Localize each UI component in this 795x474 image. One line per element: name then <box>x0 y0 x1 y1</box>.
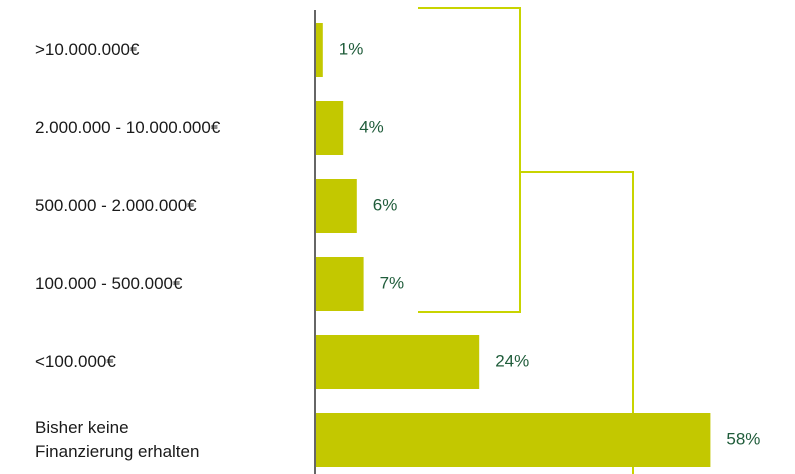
value-label: 4% <box>359 117 384 136</box>
value-label: 7% <box>380 273 405 292</box>
bar <box>316 257 364 311</box>
bar <box>316 23 323 77</box>
bar <box>316 335 480 389</box>
category-label: <100.000€ <box>35 352 116 371</box>
bar <box>316 413 711 467</box>
bar <box>316 179 357 233</box>
category-label: 100.000 - 500.000€ <box>35 274 183 293</box>
category-label: 2.000.000 - 10.000.000€ <box>35 118 221 137</box>
value-label: 1% <box>339 39 364 58</box>
value-label: 24% <box>495 351 529 370</box>
category-label: Bisher keine Finanzierung erhalten <box>35 418 200 461</box>
value-label: 58% <box>726 429 760 448</box>
category-label: >10.000.000€ <box>35 40 140 59</box>
bar <box>316 101 344 155</box>
bracket <box>418 7 521 313</box>
value-label: 6% <box>373 195 398 214</box>
category-label: 500.000 - 2.000.000€ <box>35 196 197 215</box>
brackets <box>418 7 634 474</box>
bracket <box>520 171 634 474</box>
